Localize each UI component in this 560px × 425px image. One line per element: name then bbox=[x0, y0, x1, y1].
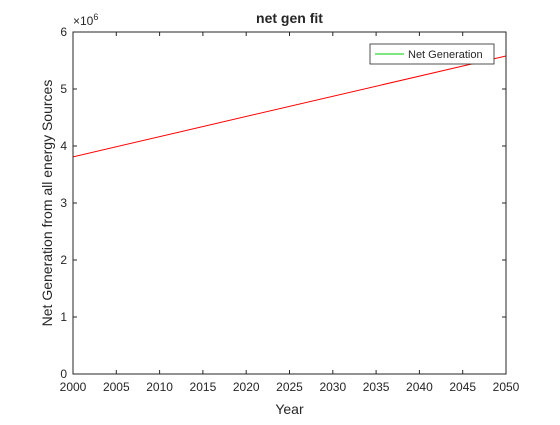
x-tick-label: 2035 bbox=[363, 380, 390, 394]
y-tick-label: 4 bbox=[60, 139, 67, 153]
x-tick-label: 2010 bbox=[146, 380, 173, 394]
y-exponent-power: 6 bbox=[93, 12, 98, 22]
x-tick-label: 2030 bbox=[319, 380, 346, 394]
y-tick-label: 0 bbox=[60, 367, 67, 381]
x-axis-label: Year bbox=[275, 401, 304, 417]
chart-title: net gen fit bbox=[256, 10, 323, 26]
y-axis-label: Net Generation from all energy Sources bbox=[39, 80, 55, 327]
plot-area bbox=[73, 32, 506, 374]
x-tick-label: 2045 bbox=[449, 380, 476, 394]
x-tick-label: 2025 bbox=[276, 380, 303, 394]
x-tick-label: 2005 bbox=[103, 380, 130, 394]
x-tick-label: 2015 bbox=[190, 380, 217, 394]
y-exponent-base: ×10 bbox=[73, 14, 94, 28]
y-tick-label: 3 bbox=[60, 196, 67, 210]
y-tick-label: 1 bbox=[60, 310, 67, 324]
legend: Net Generation bbox=[370, 44, 494, 64]
x-tick-label: 2000 bbox=[60, 380, 87, 394]
y-tick-label: 6 bbox=[60, 25, 67, 39]
x-tick-label: 2040 bbox=[406, 380, 433, 394]
x-tick-label: 2020 bbox=[233, 380, 260, 394]
y-tick-label: 2 bbox=[60, 253, 67, 267]
legend-label: Net Generation bbox=[408, 49, 483, 61]
x-tick-label: 2050 bbox=[493, 380, 520, 394]
y-tick-label: 5 bbox=[60, 82, 67, 96]
y-axis-exponent: ×106 bbox=[73, 12, 98, 28]
